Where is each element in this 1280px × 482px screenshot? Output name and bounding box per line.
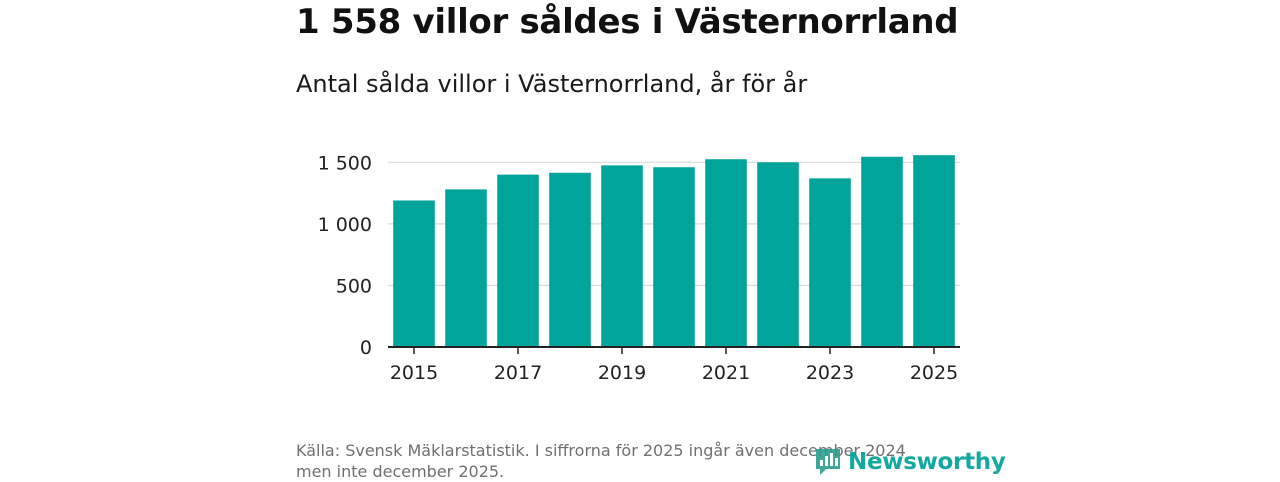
source-line-1: Källa: Svensk Mäklarstatistik. I siffror… xyxy=(296,441,906,460)
bar-2015 xyxy=(393,200,435,347)
x-tick-label: 2021 xyxy=(702,362,750,384)
source-note: Källa: Svensk Mäklarstatistik. I siffror… xyxy=(296,440,956,482)
newsworthy-logo: Newsworthy xyxy=(814,446,1006,478)
bar-2018 xyxy=(549,172,591,347)
axes: 0 500 1 000 1 500 2015 2017 2019 2021 2023 2025 xyxy=(318,152,960,384)
bar-2019 xyxy=(601,165,643,347)
bar-chart-icon xyxy=(816,449,840,475)
x-tick-label: 2017 xyxy=(494,362,542,384)
bar-2022 xyxy=(757,162,799,347)
bar-2016 xyxy=(445,189,487,347)
bar-2020 xyxy=(653,167,695,347)
bar-2025 xyxy=(913,155,955,347)
x-tick-label: 2023 xyxy=(806,362,854,384)
bar-2023 xyxy=(809,178,851,347)
y-tick-label: 1 500 xyxy=(318,152,372,174)
bar-2021 xyxy=(705,159,747,347)
y-tick-label: 1 000 xyxy=(318,214,372,236)
chart-title: 1 558 villor såldes i Västernorrland xyxy=(296,2,959,42)
source-line-2: men inte december 2025. xyxy=(296,462,505,481)
bar-2017 xyxy=(497,174,539,347)
chart-subtitle: Antal sålda villor i Västernorrland, år … xyxy=(296,70,808,98)
x-tick-label: 2025 xyxy=(910,362,958,384)
logo-text: Newsworthy xyxy=(848,449,1006,475)
x-tick-label: 2015 xyxy=(390,362,438,384)
x-tick-label: 2019 xyxy=(598,362,646,384)
bar-2024 xyxy=(861,156,903,347)
y-tick-label: 0 xyxy=(360,337,372,359)
y-tick-label: 500 xyxy=(336,275,372,297)
bars xyxy=(393,155,955,347)
